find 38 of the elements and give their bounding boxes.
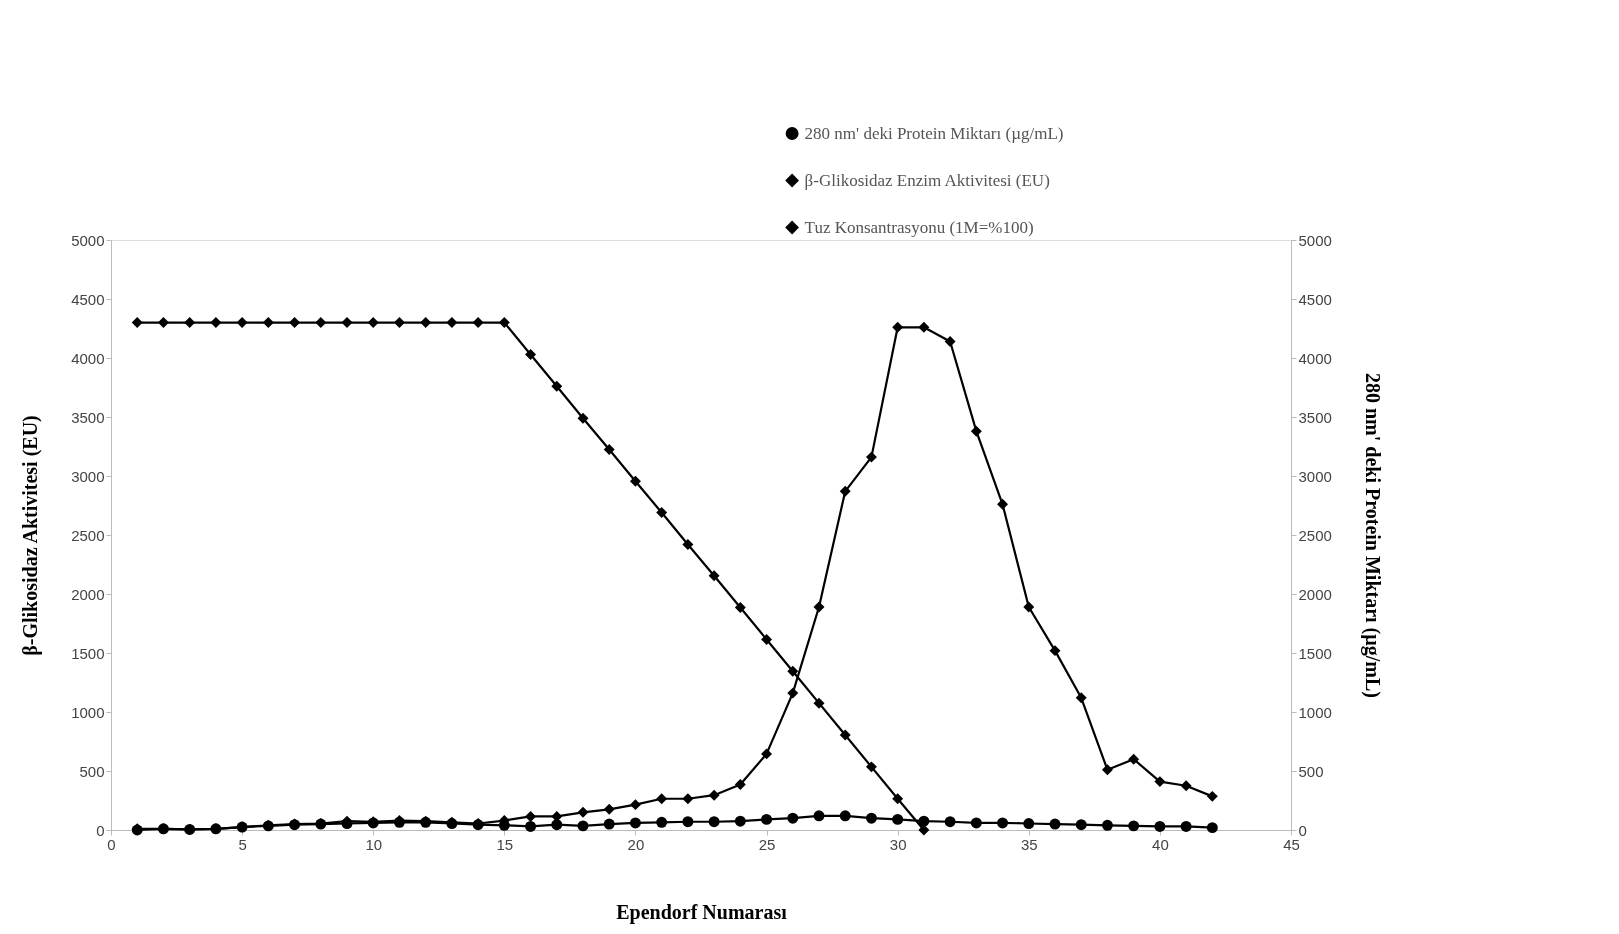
x-tick-label: 20 xyxy=(627,835,645,853)
x-tick-label: 5 xyxy=(238,835,247,853)
y2-tick-label: 2000 xyxy=(1298,585,1332,603)
y2-tick-label: 4000 xyxy=(1298,349,1332,367)
y-tick-label: 5000 xyxy=(71,231,105,249)
x-tick-label: 15 xyxy=(496,835,514,853)
x-tick-label: 35 xyxy=(1020,835,1038,853)
x-tick-label: 10 xyxy=(365,835,383,853)
y-tick-label: 4500 xyxy=(71,290,105,308)
y-tick-label: 2500 xyxy=(71,526,105,544)
y2-tick-label: 0 xyxy=(1298,821,1307,839)
y2-tick-label: 4500 xyxy=(1298,290,1332,308)
x-tick-label: 30 xyxy=(889,835,907,853)
x-tick-label: 45 xyxy=(1283,835,1300,853)
y-tick-label: 3000 xyxy=(71,467,105,485)
y2-tick-label: 1500 xyxy=(1298,644,1332,662)
y-tick-label: 500 xyxy=(79,762,105,780)
legend-label: 280 nm' deki Protein Miktarı (µg/mL) xyxy=(804,123,1064,143)
y-tick-label: 3500 xyxy=(71,408,105,426)
y2-tick-label: 5000 xyxy=(1298,231,1332,249)
y2-tick-label: 3000 xyxy=(1298,467,1332,485)
y-tick-label: 1000 xyxy=(71,703,105,721)
y2-tick-label: 2500 xyxy=(1298,526,1332,544)
legend-label: β-Glikosidaz Enzim Aktivitesi (EU) xyxy=(804,170,1050,190)
x-tick-label: 0 xyxy=(107,835,116,853)
x-tick-label: 25 xyxy=(758,835,776,853)
y2-tick-label: 1000 xyxy=(1298,703,1332,721)
y2-tick-label: 3500 xyxy=(1298,408,1332,426)
y2-tick-label: 500 xyxy=(1298,762,1324,780)
y-tick-label: 4000 xyxy=(71,349,105,367)
y-tick-label: 1500 xyxy=(71,644,105,662)
x-tick-label: 40 xyxy=(1152,835,1169,853)
y-axis-title: β-Glikosidaz Aktivitesi (EU) xyxy=(19,415,43,656)
legend-label: Tuz Konsantrasyonu (1M=%100) xyxy=(804,217,1034,237)
y-tick-label: 0 xyxy=(96,821,105,839)
x-axis-title: Ependorf Numarası xyxy=(616,900,788,924)
y2-axis-title: 280 nm' deki Protein Miktarı (µg/mL) xyxy=(1360,372,1384,699)
y-tick-label: 2000 xyxy=(71,585,105,603)
